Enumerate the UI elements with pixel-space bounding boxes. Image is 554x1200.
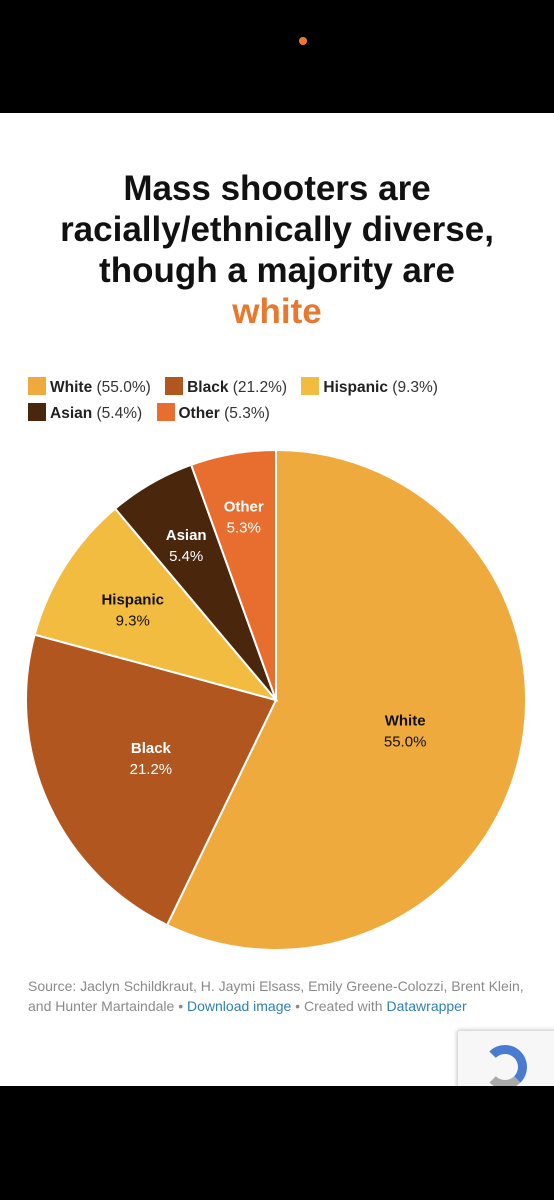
pie-slice-other: [189, 448, 277, 701]
slice-label-other: Other: [224, 498, 264, 515]
slice-value-other: 5.3%: [227, 519, 261, 536]
slice-value-black: 21.2%: [130, 761, 173, 778]
legend-label: Black: [187, 379, 229, 396]
slice-value-asian: 5.4%: [169, 548, 203, 565]
legend-swatch: [301, 377, 320, 395]
navigation-bar: [0, 1086, 554, 1200]
chart-title-highlight: white: [232, 292, 322, 331]
legend-percent: (5.3%): [219, 405, 270, 422]
legend-item-hispanic: Hispanic (9.3%): [301, 377, 438, 396]
source-text: Source: Jaclyn Schildkraut, H. Jaymi Els…: [28, 978, 524, 1014]
pie-slice-white: [165, 448, 527, 951]
legend-percent: (21.2%): [228, 379, 288, 396]
pie-slice-black: [25, 633, 278, 927]
legend-label: Hispanic: [323, 379, 388, 396]
slice-value-white: 55.0%: [384, 734, 427, 751]
slice-label-white: White: [385, 713, 426, 730]
recaptcha-icon: [483, 1045, 527, 1086]
status-bar: [0, 0, 554, 113]
chart-title-text: Mass shooters are racially/ethnically di…: [60, 169, 494, 290]
legend-label: White: [50, 379, 93, 396]
legend-label: Asian: [50, 405, 93, 422]
slice-value-hispanic: 9.3%: [116, 613, 150, 630]
legend-swatch: [28, 377, 46, 395]
chart-legend: White (55.0%) Black (21.2%) Hispanic (9.…: [28, 375, 538, 427]
legend-swatch: [28, 403, 46, 421]
chart-card: Mass shooters are racially/ethnically di…: [0, 113, 554, 1086]
download-image-link[interactable]: Download image: [187, 998, 292, 1014]
legend-item-white: White (55.0%): [28, 377, 151, 396]
pie-slice-hispanic: [33, 507, 279, 702]
legend-percent: (55.0%): [92, 379, 151, 396]
datawrapper-link[interactable]: Datawrapper: [386, 998, 467, 1014]
recaptcha-badge[interactable]: [457, 1030, 554, 1086]
source-note: Source: Jaclyn Schildkraut, H. Jaymi Els…: [28, 976, 528, 1016]
slice-label-black: Black: [131, 740, 172, 757]
legend-item-other: Other (5.3%): [156, 403, 270, 422]
legend-label: Other: [178, 405, 220, 422]
pie-chart: White 55.0% Black 21.2% Hispanic 9.3% Asian 5.4…: [25, 448, 527, 951]
chart-title: Mass shooters are racially/ethnically di…: [20, 168, 534, 332]
created-with-text: • Created with: [291, 998, 387, 1014]
legend-item-asian: Asian (5.4%): [28, 403, 143, 422]
legend-percent: (5.4%): [92, 405, 143, 422]
legend-percent: (9.3%): [387, 379, 438, 396]
slice-label-hispanic: Hispanic: [101, 592, 164, 609]
slice-label-asian: Asian: [166, 527, 207, 544]
camera-indicator-dot: [299, 37, 307, 45]
legend-swatch: [156, 403, 175, 421]
legend-swatch: [165, 377, 184, 395]
legend-item-black: Black (21.2%): [165, 377, 288, 396]
